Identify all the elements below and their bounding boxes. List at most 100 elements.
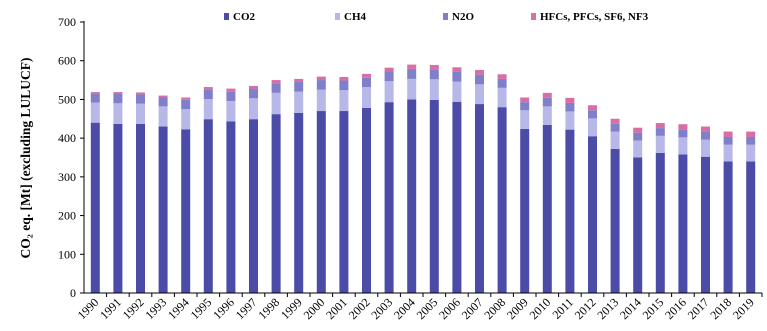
- y-tick-label-400: 400: [58, 131, 76, 145]
- legend-label-2: N2O: [452, 11, 474, 23]
- bar-segment-1999-s1: [294, 91, 304, 113]
- bar-segment-2010-s1: [542, 106, 552, 125]
- bar-segment-1998-s2: [271, 83, 281, 93]
- bar-segment-1993-s3: [158, 95, 168, 98]
- bar-segment-1999-s0: [294, 112, 304, 293]
- bar-segment-2000-s0: [316, 111, 326, 293]
- bar-segment-1999-s2: [294, 82, 304, 92]
- bar-segment-2006-s0: [452, 101, 462, 293]
- bar-segment-1998-s3: [271, 80, 281, 84]
- legend: CO2 CH4 N2O HFCs, PFCs, SF6, NF3: [224, 11, 649, 23]
- x-tick-label-1999: 1999: [278, 295, 305, 322]
- x-tick-label-2002: 2002: [346, 295, 373, 322]
- legend-label-0: CO2: [233, 11, 256, 23]
- bar-segment-1994-s0: [181, 129, 191, 293]
- bar-segment-1990-s0: [90, 122, 100, 293]
- bar-segment-2012-s2: [588, 110, 597, 119]
- x-tick-label-2004: 2004: [391, 295, 418, 322]
- bar-segment-2000-s2: [316, 80, 326, 90]
- bar-segment-2009-s2: [520, 102, 530, 111]
- bar-segment-2013-s3: [610, 118, 620, 124]
- bar-segment-2017-s0: [701, 156, 710, 293]
- x-tick-label-1995: 1995: [188, 295, 215, 322]
- bar-segment-2000-s1: [316, 89, 326, 112]
- x-tick-label-2003: 2003: [368, 295, 395, 322]
- bar-segment-2013-s0: [610, 148, 620, 293]
- bar-segment-2012-s1: [588, 118, 597, 137]
- x-tick-label-2009: 2009: [504, 295, 531, 322]
- bar-segment-1991-s2: [113, 94, 123, 104]
- bar-segment-1998-s0: [271, 114, 281, 293]
- bar-segment-2004-s3: [407, 64, 417, 69]
- x-tick-label-2013: 2013: [594, 295, 621, 322]
- x-tick-label-2014: 2014: [617, 295, 644, 322]
- bar-segment-2008-s2: [497, 78, 507, 88]
- bar-segment-2009-s3: [520, 97, 530, 103]
- bar-segment-2017-s1: [701, 139, 710, 157]
- bar-segment-1995-s0: [203, 119, 213, 293]
- bar-segment-2006-s3: [452, 67, 462, 72]
- bar-segment-2009-s1: [520, 110, 530, 129]
- bar-segment-2012-s0: [588, 136, 597, 293]
- x-tick-label-2012: 2012: [572, 295, 599, 322]
- bar-segment-1997-s0: [249, 119, 258, 293]
- bar-segment-2015-s3: [655, 123, 665, 129]
- bar-segment-1997-s3: [249, 85, 258, 89]
- bar-segment-2003-s0: [384, 102, 394, 293]
- x-tick-label-2018: 2018: [707, 295, 734, 322]
- bar-segment-2007-s3: [475, 70, 484, 75]
- bar-segment-2010-s0: [542, 124, 552, 293]
- bar-segment-1996-s2: [226, 91, 236, 101]
- bar-segment-2017-s3: [701, 126, 710, 132]
- x-tick-label-2015: 2015: [640, 295, 667, 322]
- bar-segment-1996-s0: [226, 121, 236, 293]
- bar-segment-2007-s1: [475, 84, 484, 105]
- bar-segment-1994-s3: [181, 97, 191, 100]
- x-tick-label-1993: 1993: [142, 295, 169, 322]
- x-tick-label-2000: 2000: [301, 295, 328, 322]
- bars: [90, 64, 756, 294]
- bar-segment-1993-s2: [158, 97, 168, 107]
- bar-segment-2019-s2: [746, 136, 756, 145]
- bar-segment-2015-s2: [655, 128, 665, 136]
- bar-segment-2002-s2: [362, 77, 371, 88]
- bar-segment-2018-s3: [723, 131, 733, 137]
- bar-segment-2018-s1: [723, 144, 733, 162]
- x-tick-label-2016: 2016: [662, 295, 689, 322]
- x-tick-label-2006: 2006: [436, 295, 463, 322]
- bar-segment-2003-s1: [384, 81, 394, 103]
- x-tick-label-2017: 2017: [685, 295, 712, 322]
- bar-segment-2016-s3: [678, 124, 688, 130]
- bar-segment-1991-s3: [113, 92, 123, 95]
- legend-swatch-1: [335, 13, 340, 20]
- y-tick-label-700: 700: [58, 15, 76, 29]
- bar-segment-2004-s0: [407, 99, 417, 294]
- y-tick-label-600: 600: [58, 54, 76, 68]
- bar-segment-2002-s3: [362, 73, 371, 78]
- x-tick-label-1996: 1996: [210, 295, 237, 322]
- bar-segment-2003-s2: [384, 71, 394, 82]
- bar-segment-1996-s1: [226, 100, 236, 122]
- y-tick-label-0: 0: [70, 286, 76, 300]
- bar-segment-2015-s0: [655, 152, 665, 293]
- y-tick-label-100: 100: [58, 247, 76, 261]
- bar-segment-2014-s3: [633, 127, 643, 133]
- legend-label-3: HFCs, PFCs, SF6, NF3: [540, 11, 649, 23]
- bar-segment-1994-s1: [181, 109, 191, 130]
- legend-label-1: CH4: [344, 11, 367, 23]
- x-tick-label-1990: 1990: [75, 295, 102, 322]
- bar-segment-1991-s1: [113, 103, 123, 124]
- bar-segment-1991-s0: [113, 123, 123, 293]
- y-tick-label-200: 200: [58, 209, 76, 223]
- bar-segment-2009-s0: [520, 128, 530, 293]
- x-tick-label-1997: 1997: [233, 295, 260, 322]
- bar-segment-1992-s1: [136, 103, 145, 124]
- bar-segment-2001-s0: [339, 111, 349, 293]
- x-tick-label-1992: 1992: [120, 295, 147, 322]
- bar-segment-1997-s2: [249, 88, 258, 99]
- bar-segment-2008-s0: [497, 107, 507, 293]
- bar-segment-2007-s2: [475, 74, 484, 85]
- bar-segment-2011-s3: [565, 97, 575, 103]
- bar-segment-1996-s3: [226, 88, 236, 92]
- bar-segment-2014-s0: [633, 157, 643, 293]
